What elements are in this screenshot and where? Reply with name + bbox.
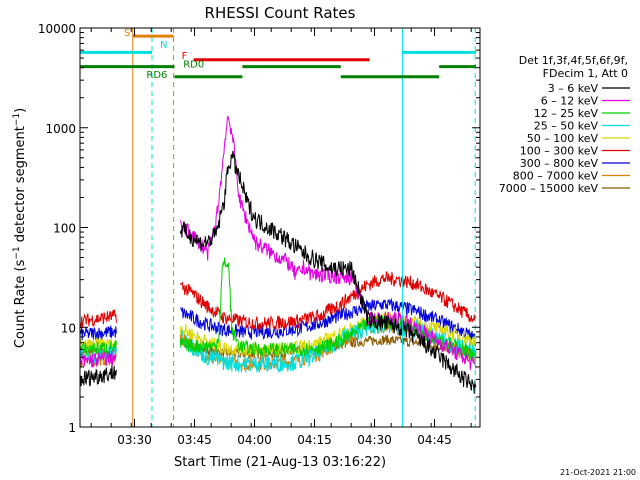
y-tick-label-4: 10000 bbox=[38, 22, 76, 36]
footer-date: 21-Oct-2021 21:00 bbox=[560, 468, 636, 477]
y-axis-label: Count Rate (s−1 detector segment−1) bbox=[12, 108, 28, 348]
x-tick-label-5: 04:45 bbox=[417, 433, 452, 447]
x-tick-label-3: 04:15 bbox=[297, 433, 332, 447]
legend: Det 1f,3f,4f,5f,6f,9f,FDecim 1, Att 0 3 –… bbox=[499, 54, 630, 195]
legend-item-label-2: 12 – 25 keV bbox=[534, 107, 599, 120]
legend-item-label-0: 3 – 6 keV bbox=[548, 82, 599, 95]
legend-item-label-1: 6 – 12 keV bbox=[541, 95, 599, 108]
x-tick-label-4: 04:30 bbox=[357, 433, 392, 447]
x-axis-label: Start Time (21-Aug-13 03:16:22) bbox=[174, 455, 386, 470]
x-tick-label-2: 04:00 bbox=[237, 433, 272, 447]
legend-header-line-2: FDecim 1, Att 0 bbox=[543, 67, 628, 80]
y-tick-label-3: 1000 bbox=[45, 122, 76, 136]
legend-item-label-6: 300 – 800 keV bbox=[520, 157, 599, 170]
legend-item-label-7: 800 – 7000 keV bbox=[513, 170, 599, 183]
flag-label-s: S bbox=[124, 28, 130, 39]
y-tick-label-1: 10 bbox=[61, 321, 76, 335]
x-tick-label-1: 03:45 bbox=[177, 433, 212, 447]
legend-item-label-3: 25 – 50 keV bbox=[534, 120, 599, 133]
legend-item-label-4: 50 – 100 keV bbox=[527, 132, 599, 145]
y-tick-label-0: 1 bbox=[68, 421, 76, 435]
flag-label-rd0: RD0 bbox=[183, 60, 204, 71]
series-line-1 bbox=[80, 115, 477, 370]
series-line-5 bbox=[80, 271, 477, 331]
legend-item-label-8: 7000 – 15000 keV bbox=[499, 182, 599, 195]
flag-label-rd6: RD6 bbox=[146, 70, 167, 81]
x-tick-label-0: 03:30 bbox=[117, 433, 152, 447]
flag-label-f: F bbox=[182, 51, 188, 62]
chart-title: RHESSI Count Rates bbox=[205, 4, 356, 22]
legend-header-line-1: Det 1f,3f,4f,5f,6f,9f, bbox=[519, 54, 628, 67]
legend-item-label-5: 100 – 300 keV bbox=[520, 145, 599, 158]
y-tick-label-2: 100 bbox=[53, 222, 76, 236]
series-line-2 bbox=[80, 257, 477, 362]
plot-frame bbox=[79, 27, 481, 428]
series-line-0 bbox=[80, 150, 477, 394]
flag-label-n: N bbox=[160, 40, 167, 51]
